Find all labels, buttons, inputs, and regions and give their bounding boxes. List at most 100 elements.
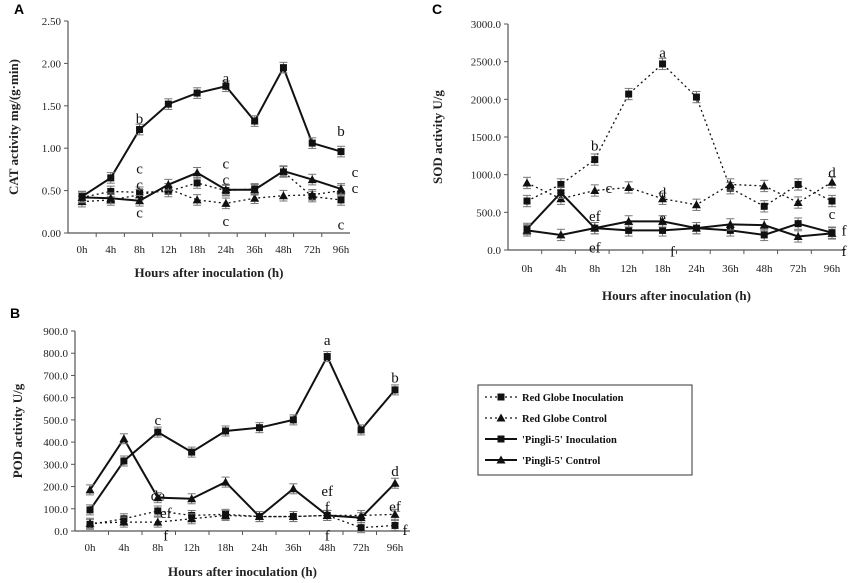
data-point [659, 226, 667, 234]
x-tick-label: 96h [824, 263, 841, 275]
series-line [526, 63, 833, 208]
data-point [308, 139, 316, 147]
data-point [337, 196, 345, 204]
x-tick-label: 4h [555, 263, 567, 275]
x-tick-label: 24h [251, 542, 268, 554]
data-point [591, 156, 599, 164]
data-point [625, 90, 633, 98]
x-tick-label: 8h [152, 542, 164, 554]
data-point [691, 223, 701, 232]
data-point [307, 175, 317, 184]
significance-letter: f [403, 523, 408, 539]
legend-items: Red Globe Inoculation Red Globe Control 'P… [485, 393, 624, 467]
data-point [759, 181, 769, 190]
legend-marker [496, 413, 506, 422]
series-0 [86, 505, 399, 534]
significance-letter: c [352, 181, 359, 197]
data-point [794, 220, 802, 228]
data-point [793, 198, 803, 207]
significance-letter: c [223, 172, 230, 188]
data-point [221, 185, 231, 194]
y-tick-label: 300.0 [43, 459, 68, 471]
data-point [625, 226, 633, 234]
x-tick-label: 18h [217, 542, 234, 554]
data-point [192, 195, 202, 204]
x-tick-label: 36h [246, 244, 263, 256]
y-axis-label: CAT activity mg/(g·min) [6, 59, 21, 195]
data-point [106, 193, 116, 202]
data-point [658, 216, 668, 225]
significance-letter: c [352, 165, 359, 181]
data-point [279, 64, 287, 72]
series-line [89, 510, 396, 529]
data-point [251, 117, 259, 125]
x-tick-label: 36h [285, 542, 302, 554]
y-tick-label: 200.0 [43, 482, 68, 494]
legend-marker [496, 455, 506, 464]
data-point [136, 126, 144, 134]
legend-marker [497, 393, 505, 401]
data-point [163, 180, 173, 189]
data-point [250, 193, 260, 202]
data-point [77, 192, 87, 201]
x-tick-label: 48h [319, 542, 336, 554]
y-tick-label: 100.0 [43, 504, 68, 516]
significance-letter: c [136, 206, 143, 222]
x-tick-label: 24h [218, 244, 235, 256]
data-point [336, 184, 346, 193]
series-line [526, 220, 833, 238]
y-tick-label: 600.0 [43, 393, 68, 405]
data-point [760, 202, 768, 210]
chart-panel-b: B 0.0 100.0 200.0 300.0 400.0 500.0 600.0 700.0 8… [10, 305, 410, 579]
data-point [557, 180, 565, 188]
data-point [322, 510, 332, 519]
data-point [827, 177, 837, 186]
x-tick-label: 72h [304, 244, 321, 256]
x-tick-label: 12h [183, 542, 200, 554]
y-tick-label: 0.00 [42, 228, 62, 240]
data-point [289, 416, 297, 424]
data-point [250, 185, 260, 194]
data-point [154, 428, 162, 436]
significance-letter: c [136, 162, 143, 178]
data-point [187, 514, 197, 523]
y-tick-label: 3000.0 [471, 19, 502, 31]
data-point [107, 174, 115, 182]
data-point [154, 507, 162, 515]
x-tick-label: 72h [790, 263, 807, 275]
y-tick-label: 2500.0 [471, 57, 502, 69]
legend-label: 'Pingli-5' Inoculation [522, 435, 617, 446]
data-point [107, 187, 115, 195]
x-tick-label: 18h [189, 244, 206, 256]
data-point [557, 189, 565, 197]
significance-letter: f [842, 223, 847, 239]
data-point [827, 228, 837, 237]
significance-letter: d [828, 165, 836, 181]
data-point [523, 197, 531, 205]
y-tick-label: 900.0 [43, 326, 68, 338]
data-point [357, 524, 365, 532]
significance-letter: b [136, 112, 144, 128]
data-point [120, 457, 128, 465]
series-line [526, 181, 833, 206]
data-point [357, 426, 365, 434]
data-point [356, 513, 366, 522]
data-point [153, 493, 163, 502]
data-point [624, 216, 634, 225]
significance-letter: de [151, 488, 166, 504]
series-line [89, 436, 396, 519]
panel-letter: B [10, 305, 20, 321]
significance-letter: ef [589, 241, 601, 257]
significance-letter: d [659, 186, 667, 202]
series-1 [85, 508, 400, 529]
series-line [81, 188, 342, 204]
y-axis-label: SOD activity U/g [430, 90, 445, 184]
series-line [81, 171, 342, 201]
data-point [135, 196, 145, 205]
data-point [659, 60, 667, 68]
x-tick-label: 8h [589, 263, 601, 275]
series-0 [523, 57, 836, 213]
significance-letter: c [154, 413, 161, 429]
data-point [254, 512, 264, 521]
data-point [288, 512, 298, 521]
